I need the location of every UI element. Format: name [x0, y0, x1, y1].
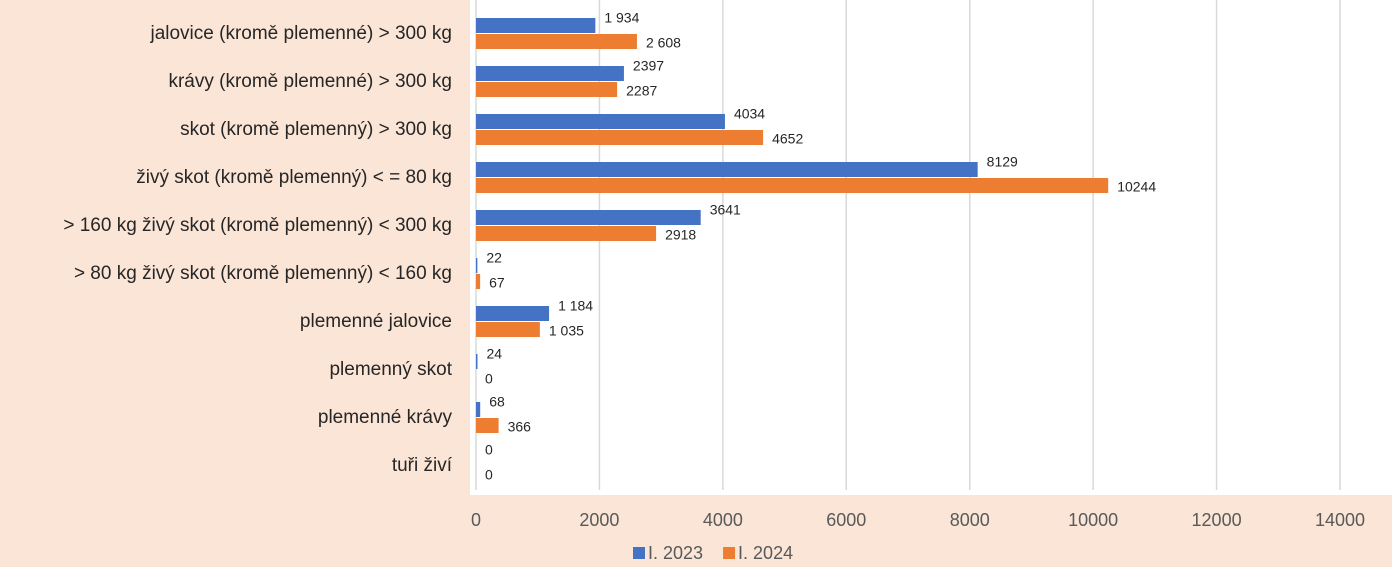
value-label: 4652 [772, 131, 803, 147]
category-label: živý skot (kromě plemenný) < = 80 kg [136, 167, 452, 188]
x-tick-label: 4000 [703, 510, 743, 530]
bar [476, 258, 478, 273]
value-label: 4034 [734, 106, 765, 122]
value-label: 1 934 [604, 10, 639, 26]
value-label: 1 035 [549, 323, 584, 339]
bar [476, 354, 478, 369]
x-tick-label: 6000 [826, 510, 866, 530]
value-label: 67 [489, 275, 505, 291]
category-label: krávy (kromě plemenné) > 300 kg [168, 71, 452, 92]
bar [476, 418, 499, 433]
category-label: > 80 kg živý skot (kromě plemenný) < 160… [74, 263, 452, 284]
x-tick-label: 8000 [950, 510, 990, 530]
x-tick-label: 10000 [1068, 510, 1118, 530]
bar [476, 306, 550, 321]
bar [476, 226, 657, 241]
category-label: jalovice (kromě plemenné) > 300 kg [149, 23, 452, 44]
legend-label: I. 2024 [738, 543, 793, 563]
bar [476, 210, 701, 225]
value-label: 24 [486, 346, 502, 362]
bar [476, 162, 978, 177]
plot-area [470, 0, 1392, 495]
legend-swatch [723, 547, 736, 559]
category-label: plemenný skot [329, 359, 452, 380]
bar [476, 34, 637, 49]
value-label: 3641 [710, 202, 741, 218]
category-label: skot (kromě plemenný) > 300 kg [180, 119, 452, 140]
value-label: 8129 [987, 154, 1018, 170]
value-label: 366 [508, 419, 532, 435]
value-label: 10244 [1117, 179, 1156, 195]
category-label: plemenné jalovice [300, 311, 452, 332]
value-label: 2918 [665, 227, 696, 243]
x-tick-label: 2000 [579, 510, 619, 530]
value-label: 68 [489, 394, 505, 410]
bar [476, 402, 481, 417]
bar [476, 322, 540, 337]
value-label: 0 [485, 371, 493, 387]
bar [476, 114, 725, 129]
x-tick-label: 14000 [1315, 510, 1365, 530]
bar [476, 274, 481, 289]
legend-swatch [633, 547, 645, 559]
x-tick-label: 0 [471, 510, 481, 530]
bar [476, 18, 596, 33]
bar [476, 66, 624, 81]
value-label: 1 184 [558, 298, 593, 314]
category-label: tuři živí [392, 455, 453, 476]
value-label: 2 608 [646, 35, 681, 51]
legend-label: I. 2023 [648, 543, 703, 563]
value-label: 2397 [633, 58, 664, 74]
category-label: > 160 kg živý skot (kromě plemenný) < 30… [63, 215, 452, 236]
bar [476, 130, 764, 145]
bar [476, 82, 618, 97]
value-label: 22 [486, 250, 502, 266]
value-label: 0 [485, 467, 493, 483]
value-label: 0 [485, 442, 493, 458]
category-label: plemenné krávy [318, 407, 453, 428]
x-tick-label: 12000 [1192, 510, 1242, 530]
value-label: 2287 [626, 83, 657, 99]
bar [476, 178, 1109, 193]
